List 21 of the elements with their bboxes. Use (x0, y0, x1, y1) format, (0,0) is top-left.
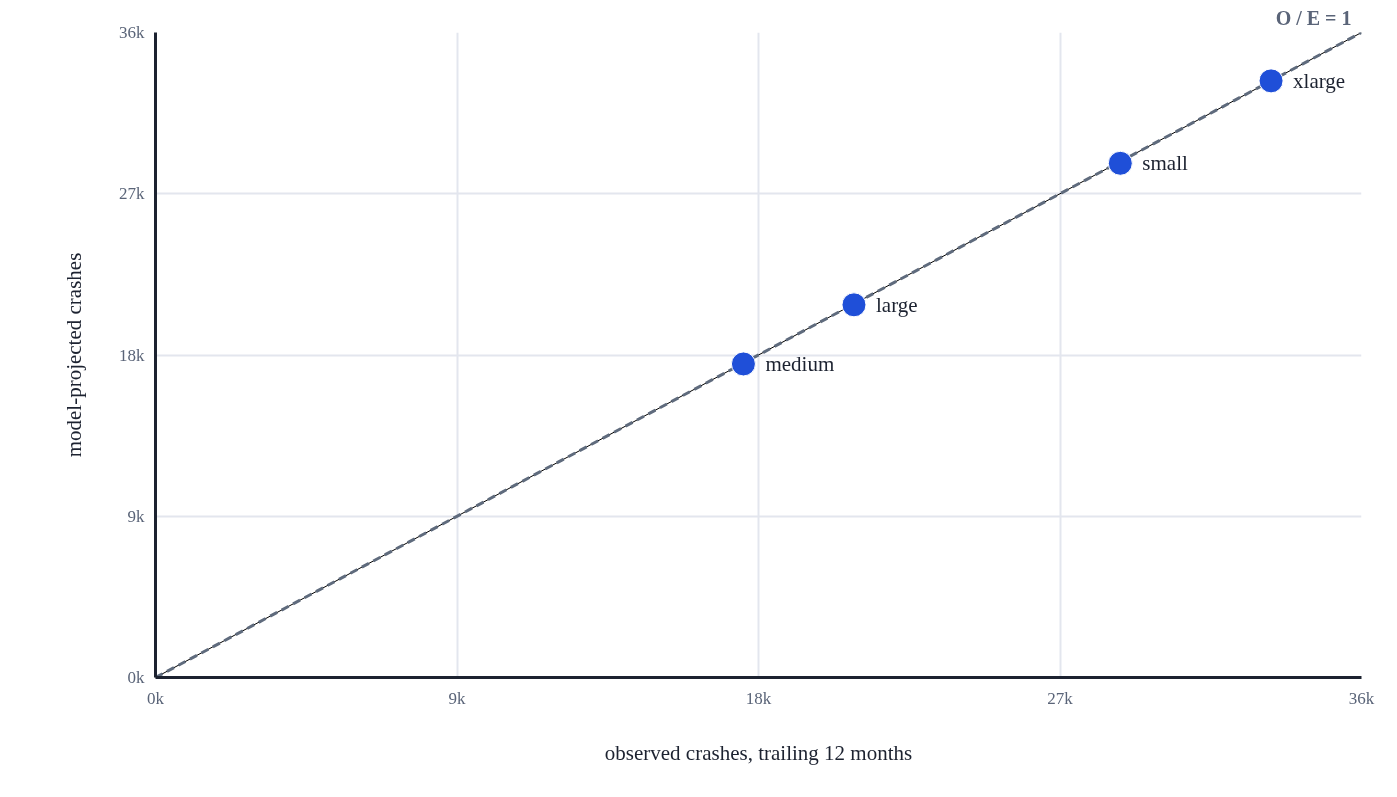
annotation: medium (765, 351, 835, 376)
x-tick-label: 27k (1047, 688, 1074, 708)
point (841, 292, 867, 318)
point (1258, 68, 1284, 94)
annotation: small (1142, 151, 1188, 176)
annotation: O / E = 1 (1275, 6, 1352, 29)
x-tick-label: 36k (1348, 688, 1375, 708)
y-tick-label: 18k (119, 345, 145, 365)
x-tick-label: 0k (147, 688, 165, 708)
annotation: xlarge (1293, 68, 1346, 93)
point (1107, 150, 1133, 176)
y-tick-label: 9k (127, 506, 145, 526)
y-tick-label: 0k (127, 668, 145, 687)
x-tick-label: 18k (745, 688, 772, 708)
y-tick-label: 36k (119, 23, 145, 42)
point (730, 351, 756, 377)
y-axis-title: model-projected crashes (62, 252, 86, 458)
y-tick-label: 27k (119, 184, 145, 204)
x-axis-title: observed crashes, trailing 12 months (604, 740, 913, 765)
x-tick-label: 9k (448, 688, 466, 708)
annotation: large (875, 292, 918, 317)
